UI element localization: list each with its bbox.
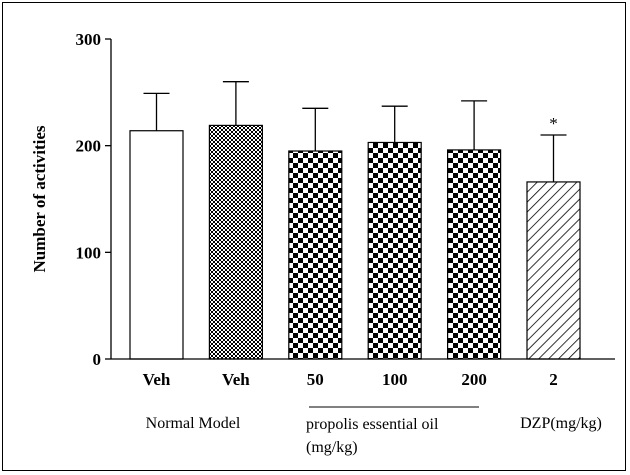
significance-marker: * [549, 114, 558, 133]
bar [129, 130, 184, 360]
x-tick-label: 100 [382, 370, 408, 389]
bar [288, 150, 343, 360]
y-axis-label: Number of activities [30, 125, 49, 272]
chart-frame: 0 100 200 300 * Veh Veh 50 100 200 2 Number of a… [2, 2, 626, 471]
bar [208, 124, 263, 360]
x-tick-label: Veh [143, 370, 171, 389]
bar-chart: 0 100 200 300 * Veh Veh 50 100 200 2 Number of a… [30, 30, 615, 456]
x-axis: Veh Veh 50 100 200 2 [111, 358, 615, 389]
bar [367, 141, 422, 360]
x-tick-label: 2 [549, 370, 558, 389]
y-tick-label: 300 [76, 30, 102, 49]
bars: * [129, 81, 581, 360]
x-tick-label: 200 [461, 370, 487, 389]
y-tick-label: 100 [76, 243, 102, 262]
group-label-propolis-unit: (mg/kg) [306, 439, 358, 456]
bar [447, 149, 502, 360]
y-tick-label: 0 [93, 350, 102, 369]
group-label-normal-model: Normal Model [146, 415, 241, 432]
group-label-propolis: propolis essential oil [306, 416, 439, 433]
bar [526, 181, 581, 360]
y-axis: 0 100 200 300 [76, 30, 112, 369]
y-tick-label: 200 [76, 137, 102, 156]
x-tick-label: Veh [222, 370, 250, 389]
x-tick-label: 50 [307, 370, 324, 389]
group-label-dzp: DZP(mg/kg) [520, 415, 602, 432]
